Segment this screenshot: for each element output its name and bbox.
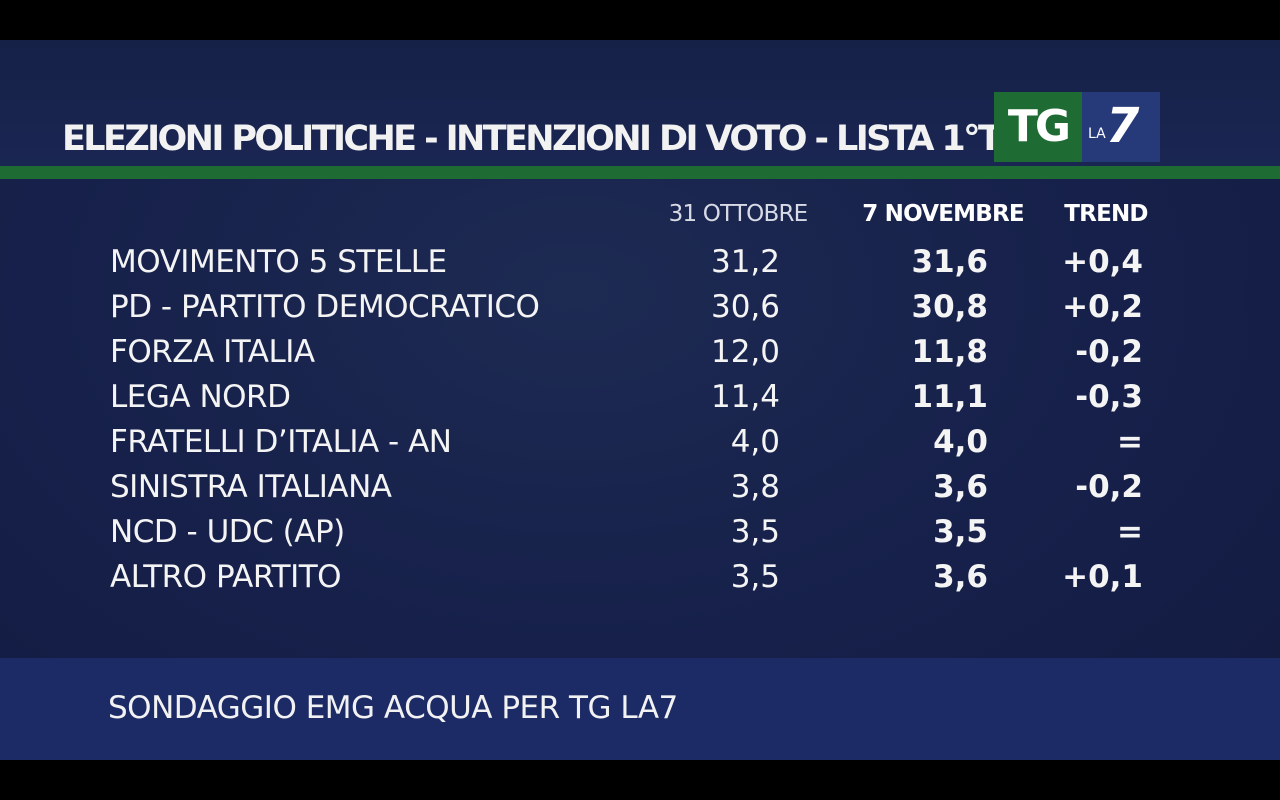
value-date1: 3,5 [730, 514, 780, 550]
poll-graphic: ELEZIONI POLITICHE - INTENZIONI DI VOTO … [0, 40, 1280, 760]
table-row: SINISTRA ITALIANA 3,8 3,6 -0,2 [0, 465, 1280, 510]
party-name: PD - PARTITO DEMOCRATICO [110, 289, 540, 325]
column-header-trend: TREND [1064, 201, 1148, 227]
party-name: FRATELLI D’ITALIA - AN [110, 424, 452, 460]
trend-value: +0,4 [1062, 244, 1143, 280]
table-row: MOVIMENTO 5 STELLE 31,2 31,6 +0,4 [0, 240, 1280, 285]
page-title: ELEZIONI POLITICHE - INTENZIONI DI VOTO … [62, 119, 994, 159]
trend-value: = [1117, 514, 1143, 550]
party-name: NCD - UDC (AP) [110, 514, 345, 550]
value-date2: 31,6 [911, 244, 989, 280]
value-date2: 11,8 [911, 334, 989, 370]
table-row: FORZA ITALIA 12,0 11,8 -0,2 [0, 330, 1280, 375]
party-name: SINISTRA ITALIANA [110, 469, 392, 505]
trend-value: -0,3 [1075, 379, 1143, 415]
value-date2: 3,6 [933, 469, 988, 505]
trend-value: +0,2 [1062, 289, 1143, 325]
table-row: FRATELLI D’ITALIA - AN 4,0 4,0 = [0, 420, 1280, 465]
value-date1: 3,5 [730, 559, 780, 595]
logo-la-text: LA [1088, 126, 1106, 142]
value-date1: 30,6 [710, 289, 780, 325]
table-row: NCD - UDC (AP) 3,5 3,5 = [0, 510, 1280, 555]
trend-value: -0,2 [1075, 334, 1143, 370]
value-date2: 3,5 [933, 514, 988, 550]
value-date1: 11,4 [710, 379, 780, 415]
column-header-date2: 7 NOVEMBRE [862, 201, 1024, 227]
value-date1: 12,0 [710, 334, 780, 370]
party-name: ALTRO PARTITO [110, 559, 342, 595]
column-header-date1: 31 OTTOBRE [668, 201, 809, 227]
table-row: PD - PARTITO DEMOCRATICO 30,6 30,8 +0,2 [0, 285, 1280, 330]
poll-source-text: SONDAGGIO EMG ACQUA PER TG LA7 [108, 690, 678, 726]
value-date1: 31,2 [710, 244, 780, 280]
value-date1: 3,8 [730, 469, 780, 505]
logo-seven-text: 7 [1106, 98, 1140, 154]
party-name: LEGA NORD [110, 379, 291, 415]
value-date2: 3,6 [933, 559, 988, 595]
logo-tg-text: TG [994, 92, 1082, 162]
logo-la7-block: LA 7 [1082, 92, 1160, 162]
value-date1: 4,0 [730, 424, 780, 460]
party-name: MOVIMENTO 5 STELLE [110, 244, 447, 280]
source-footer: SONDAGGIO EMG ACQUA PER TG LA7 [0, 658, 1280, 760]
party-name: FORZA ITALIA [110, 334, 315, 370]
value-date2: 4,0 [933, 424, 988, 460]
table-row: LEGA NORD 11,4 11,1 -0,3 [0, 375, 1280, 420]
tg-la7-logo: TG LA 7 [994, 92, 1160, 162]
trend-value: = [1117, 424, 1143, 460]
table-row: ALTRO PARTITO 3,5 3,6 +0,1 [0, 555, 1280, 600]
trend-value: -0,2 [1075, 469, 1143, 505]
trend-value: +0,1 [1062, 559, 1143, 595]
value-date2: 11,1 [911, 379, 989, 415]
header-divider [0, 166, 1280, 179]
value-date2: 30,8 [911, 289, 989, 325]
